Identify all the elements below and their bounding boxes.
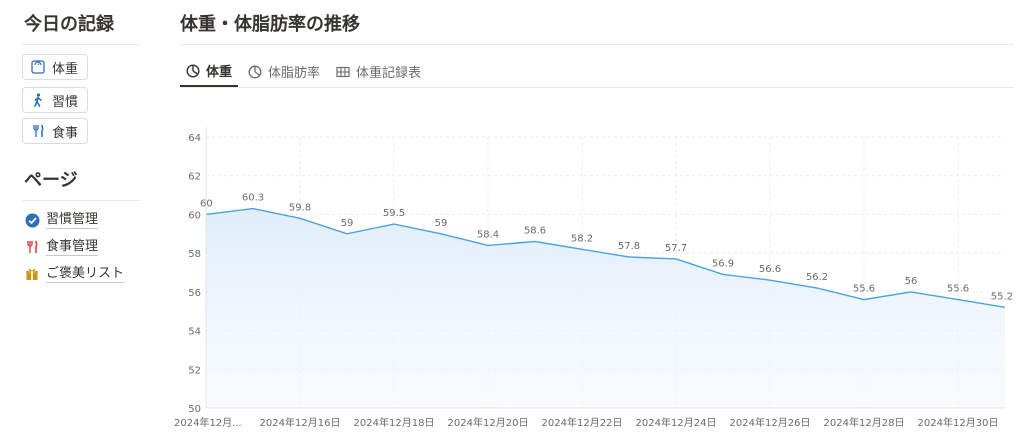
y-tick-label: 56 bbox=[188, 288, 201, 299]
fork-knife-icon bbox=[24, 239, 40, 255]
data-label: 55.6 bbox=[947, 284, 969, 295]
y-tick-label: 64 bbox=[188, 133, 201, 144]
data-label: 56 bbox=[905, 276, 918, 287]
data-label: 57.7 bbox=[665, 243, 687, 254]
habit-management-link[interactable]: 習慣管理 bbox=[24, 210, 99, 230]
tab-weight-table[interactable]: 体重記録表 bbox=[336, 56, 421, 87]
gift-icon bbox=[24, 266, 40, 282]
reward-list-label: ご褒美リスト bbox=[46, 265, 125, 283]
y-tick-label: 50 bbox=[188, 404, 201, 415]
y-tick-label: 60 bbox=[188, 210, 201, 221]
series-area bbox=[206, 208, 1005, 408]
data-label: 59.5 bbox=[383, 208, 405, 219]
x-tick-label: 2024年12月... bbox=[174, 416, 242, 429]
divider bbox=[22, 200, 140, 201]
data-label: 56.9 bbox=[712, 258, 734, 269]
y-tick-label: 62 bbox=[188, 172, 201, 183]
data-label: 59.8 bbox=[289, 202, 311, 213]
fork-knife-icon bbox=[30, 123, 46, 139]
scale-icon bbox=[30, 59, 46, 75]
tab-weight[interactable]: 体重 bbox=[180, 56, 239, 87]
data-label: 58.2 bbox=[571, 233, 593, 244]
data-label: 59 bbox=[435, 218, 448, 229]
tab-body-fat[interactable]: 体脂肪率 bbox=[248, 56, 320, 87]
pie-chart-icon bbox=[186, 63, 200, 78]
data-label: 58.6 bbox=[524, 226, 546, 237]
meal-management-link[interactable]: 食事管理 bbox=[24, 237, 99, 257]
data-label: 55.2 bbox=[991, 291, 1013, 302]
check-circle-icon bbox=[24, 212, 40, 228]
weight-button-label: 体重 bbox=[52, 61, 79, 77]
divider bbox=[180, 44, 1014, 45]
walking-person-icon bbox=[30, 92, 46, 108]
data-label: 57.8 bbox=[618, 241, 640, 252]
sidebar: 今日の記録 体重 習慣 食事 ページ 習慣管理 食事管理 ご bbox=[22, 0, 144, 441]
y-tick-label: 58 bbox=[188, 249, 201, 260]
data-label: 60.3 bbox=[242, 193, 264, 204]
meal-button-label: 食事 bbox=[52, 125, 79, 141]
data-label: 59 bbox=[341, 218, 354, 229]
y-tick-label: 52 bbox=[188, 365, 201, 376]
main-content: 体重・体脂肪率の推移 体重 体脂肪率 体重記録表 bbox=[180, 0, 1014, 441]
series-line bbox=[205, 207, 1006, 308]
table-icon bbox=[336, 65, 350, 79]
y-tick-label: 54 bbox=[188, 327, 201, 338]
habit-button-label: 習慣 bbox=[52, 94, 79, 110]
tab-weight-table-label: 体重記録表 bbox=[356, 66, 422, 81]
x-tick-label: 2024年12月30日 bbox=[918, 416, 999, 429]
meal-button[interactable]: 食事 bbox=[22, 118, 88, 144]
x-tick-label: 2024年12月16日 bbox=[260, 416, 341, 429]
data-label: 56.2 bbox=[806, 272, 828, 283]
x-tick-label: 2024年12月26日 bbox=[730, 416, 811, 429]
data-label: 55.6 bbox=[853, 284, 875, 295]
pages-heading: ページ bbox=[24, 170, 78, 191]
data-label: 58.4 bbox=[477, 229, 499, 240]
habit-management-label: 習慣管理 bbox=[46, 211, 99, 229]
today-record-heading: 今日の記録 bbox=[24, 14, 114, 35]
view-tabs: 体重 体脂肪率 体重記録表 bbox=[180, 56, 1014, 88]
x-tick-label: 2024年12月20日 bbox=[448, 416, 529, 429]
x-tick-label: 2024年12月18日 bbox=[354, 416, 435, 429]
weight-chart: 60 60.3 59.8 59 59.5 59 58.4 58.6 58.2 57.8 57.7 56… bbox=[174, 127, 1013, 429]
pie-chart-icon bbox=[248, 65, 262, 79]
page-title: 体重・体脂肪率の推移 bbox=[180, 14, 360, 35]
weight-button[interactable]: 体重 bbox=[22, 54, 88, 80]
tab-weight-label: 体重 bbox=[206, 65, 233, 80]
reward-list-link[interactable]: ご褒美リスト bbox=[24, 264, 125, 284]
x-tick-label: 2024年12月28日 bbox=[824, 416, 905, 429]
divider bbox=[22, 44, 140, 45]
tab-body-fat-label: 体脂肪率 bbox=[268, 66, 321, 81]
x-tick-label: 2024年12月22日 bbox=[542, 416, 623, 429]
data-label: 56.6 bbox=[759, 264, 781, 275]
meal-management-label: 食事管理 bbox=[46, 238, 99, 256]
habit-button[interactable]: 習慣 bbox=[22, 87, 88, 113]
x-tick-label: 2024年12月24日 bbox=[636, 416, 717, 429]
